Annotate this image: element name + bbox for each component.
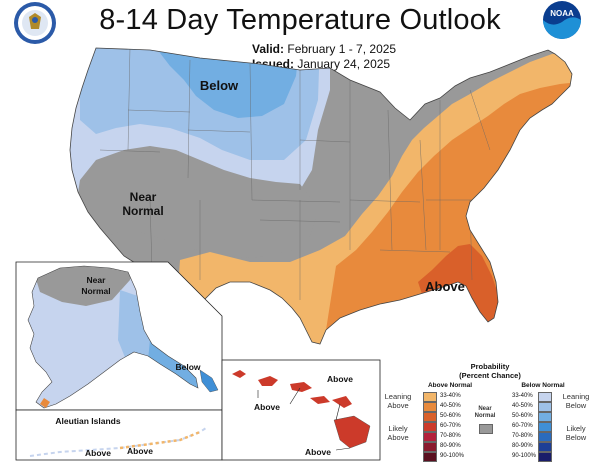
leaning-above-line2: Above bbox=[387, 401, 409, 410]
likely-below-line2: Below bbox=[565, 433, 587, 442]
legend-swatch-near-normal bbox=[479, 424, 493, 434]
label-aleutian-title: Aleutian Islands bbox=[55, 416, 120, 426]
legend-near-normal: Near Normal bbox=[472, 406, 498, 420]
label-near-normal-2: Normal bbox=[122, 204, 163, 218]
issued-value: January 24, 2025 bbox=[297, 57, 391, 71]
likely-above-line1: Likely bbox=[388, 424, 408, 433]
below-level-label-1: 33-40% bbox=[512, 393, 533, 399]
noaa-logo: NOAA bbox=[543, 1, 581, 39]
above-swatch-6 bbox=[423, 442, 437, 452]
label-below-north: Below bbox=[200, 78, 239, 93]
label-ak-below: Below bbox=[175, 362, 200, 372]
legend-title-1: Probability bbox=[470, 362, 510, 371]
below-swatch-2 bbox=[538, 402, 552, 412]
leaning-below-line1: Leaning bbox=[562, 392, 590, 401]
alaska-inset: Near Normal Below bbox=[15, 261, 223, 411]
above-swatch-7 bbox=[423, 452, 437, 462]
below-swatch-3 bbox=[538, 412, 552, 422]
legend-likely-above: Likely Above bbox=[380, 424, 416, 442]
hawaii-inset: Above Above Above bbox=[221, 359, 381, 461]
label-aleutian-above-2: Above bbox=[127, 446, 153, 456]
label-above-southeast: Above bbox=[425, 279, 465, 294]
aleutian-inset: Aleutian Islands Above Above bbox=[15, 409, 223, 461]
above-swatch-1 bbox=[423, 392, 437, 402]
below-level-label-2: 40-50% bbox=[512, 403, 533, 409]
below-swatch-1 bbox=[538, 392, 552, 402]
above-swatch-3 bbox=[423, 412, 437, 422]
legend-likely-below: Likely Below bbox=[556, 424, 596, 442]
doc-seal-logo bbox=[14, 2, 56, 44]
above-level-label-5: 70-80% bbox=[440, 433, 461, 439]
label-ak-near-1: Near bbox=[87, 275, 107, 285]
below-swatch-7 bbox=[538, 452, 552, 462]
above-level-label-1: 33-40% bbox=[440, 393, 461, 399]
valid-row: Valid: February 1 - 7, 2025 bbox=[252, 42, 396, 56]
label-hi-above-1: Above bbox=[327, 374, 353, 384]
legend-title-2: (Percent Chance) bbox=[459, 371, 521, 380]
label-aleutian-above-1: Above bbox=[85, 448, 111, 458]
above-level-label-7: 90-100% bbox=[440, 453, 465, 459]
above-level-label-2: 40-50% bbox=[440, 403, 461, 409]
near-normal-line2: Normal bbox=[474, 413, 496, 419]
label-hi-above-2: Above bbox=[254, 402, 280, 412]
below-swatch-4 bbox=[538, 422, 552, 432]
legend-leaning-below: Leaning Below bbox=[556, 392, 596, 410]
below-level-label-6: 80-90% bbox=[512, 443, 533, 449]
label-ak-near-2: Normal bbox=[81, 286, 110, 296]
above-swatch-5 bbox=[423, 432, 437, 442]
below-level-label-7: 90-100% bbox=[512, 453, 537, 459]
legend-leaning-above: Leaning Above bbox=[380, 392, 416, 410]
probability-legend: Probability (Percent Chance) Above Norma… bbox=[380, 360, 600, 464]
above-level-label-4: 60-70% bbox=[440, 423, 461, 429]
above-swatch-4 bbox=[423, 422, 437, 432]
label-hi-above-3: Above bbox=[305, 447, 331, 457]
below-swatch-6 bbox=[538, 442, 552, 452]
above-swatch-2 bbox=[423, 402, 437, 412]
map-title: 8-14 Day Temperature Outlook bbox=[99, 4, 501, 36]
legend-above-header: Above Normal bbox=[427, 382, 473, 389]
above-level-label-3: 50-60% bbox=[440, 413, 461, 419]
label-near-normal-1: Near bbox=[130, 190, 157, 204]
below-level-label-3: 50-60% bbox=[512, 413, 533, 419]
likely-above-line2: Above bbox=[387, 433, 409, 442]
leaning-above-line1: Leaning bbox=[384, 392, 412, 401]
below-level-label-5: 70-80% bbox=[512, 433, 533, 439]
legend-below-header: Below Normal bbox=[521, 382, 565, 389]
leaning-below-line2: Below bbox=[565, 401, 587, 410]
below-level-label-4: 60-70% bbox=[512, 423, 533, 429]
below-swatch-5 bbox=[538, 432, 552, 442]
likely-below-line1: Likely bbox=[566, 424, 586, 433]
near-normal-line1: Near bbox=[478, 406, 492, 412]
valid-value: February 1 - 7, 2025 bbox=[287, 42, 397, 56]
valid-label: Valid: bbox=[252, 42, 285, 56]
svg-text:NOAA: NOAA bbox=[550, 9, 574, 18]
above-level-label-6: 80-90% bbox=[440, 443, 461, 449]
